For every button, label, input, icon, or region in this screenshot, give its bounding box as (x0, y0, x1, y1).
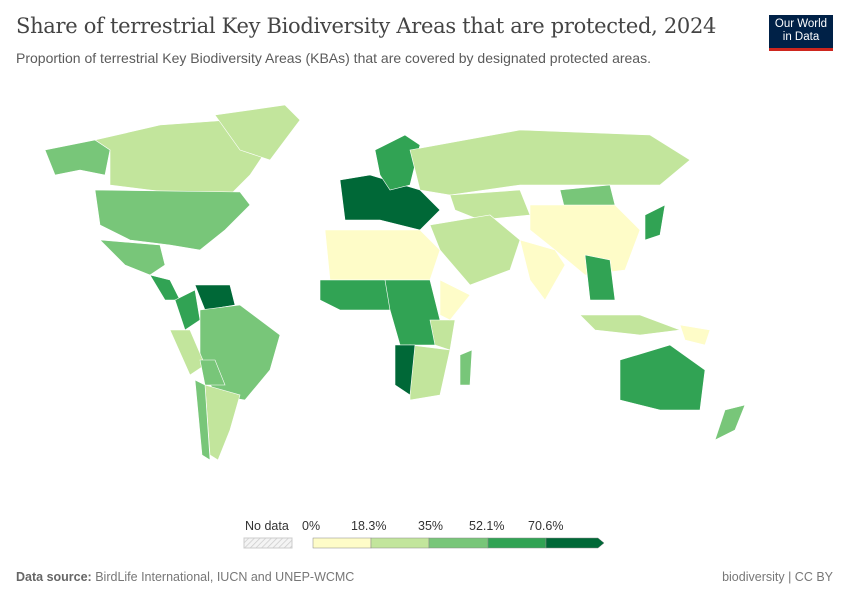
legend-tick: 52.1% (469, 519, 505, 533)
region-colombia[interactable] (174, 289, 201, 331)
region-united-states[interactable] (94, 189, 251, 251)
region-southern-africa[interactable] (409, 344, 451, 401)
chart-title: Share of terrestrial Key Biodiversity Ar… (16, 14, 717, 38)
region-chile[interactable] (194, 379, 211, 461)
region-central-america[interactable] (149, 274, 181, 301)
region-kazakhstan[interactable] (449, 189, 531, 221)
legend-no-data-label: No data (245, 519, 289, 533)
region-venezuela[interactable] (194, 284, 236, 311)
region-greenland[interactable] (214, 104, 301, 161)
region-central-africa[interactable] (384, 279, 441, 346)
world-map[interactable] (0, 80, 850, 510)
region-japan[interactable] (644, 204, 666, 241)
legend-swatch[interactable] (487, 537, 547, 549)
region-horn-of-africa[interactable] (439, 279, 471, 321)
region-mexico[interactable] (99, 239, 166, 276)
region-alaska[interactable] (44, 139, 111, 176)
owid-logo[interactable]: Our World in Data (769, 15, 833, 51)
region-middle-east[interactable] (429, 214, 521, 286)
chart-subtitle: Proportion of terrestrial Key Biodiversi… (16, 50, 651, 66)
region-indonesia[interactable] (579, 314, 681, 336)
legend-tick: 35% (418, 519, 444, 533)
region-india[interactable] (519, 239, 566, 301)
legend-swatch[interactable] (428, 537, 489, 549)
region-new-zealand[interactable] (714, 404, 746, 441)
region-north-africa[interactable] (324, 229, 441, 281)
legend-no-data-swatch (243, 537, 293, 549)
data-source: Data source: BirdLife International, IUC… (16, 570, 354, 584)
region-papua-new-guinea[interactable] (679, 324, 711, 346)
region-namibia[interactable] (394, 344, 416, 396)
legend-tick: 70.6% (528, 519, 564, 533)
legend-swatch[interactable] (312, 537, 372, 549)
legend-swatch[interactable] (370, 537, 430, 549)
region-brazil[interactable] (199, 304, 281, 401)
source-label: Data source: (16, 570, 92, 584)
region-west-africa[interactable] (319, 279, 391, 311)
legend-bar (243, 537, 605, 549)
region-scandinavia[interactable] (374, 134, 421, 191)
legend-swatch[interactable] (545, 537, 605, 549)
region-east-africa[interactable] (429, 319, 456, 351)
region-russia[interactable] (409, 129, 691, 196)
license[interactable]: biodiversity | CC BY (722, 570, 833, 584)
legend-tick: 18.3% (351, 519, 387, 533)
region-australia[interactable] (619, 344, 706, 411)
region-argentina[interactable] (204, 384, 241, 461)
region-bolivia[interactable] (199, 359, 226, 386)
region-madagascar[interactable] (459, 349, 473, 386)
source-text[interactable]: BirdLife International, IUCN and UNEP-WC… (95, 570, 355, 584)
region-southeast-asia[interactable] (584, 254, 616, 301)
legend-tick: 0% (302, 519, 321, 533)
region-western-europe[interactable] (339, 174, 441, 231)
